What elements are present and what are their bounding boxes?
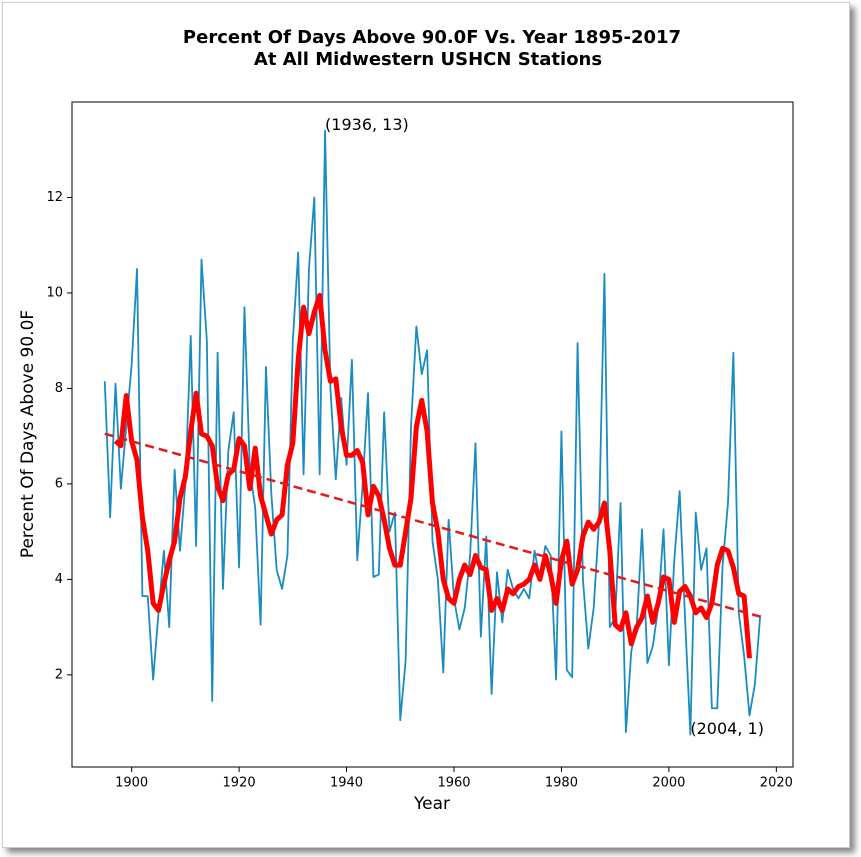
x-tick-label: 1920 [223, 776, 256, 791]
chart-subtitle: At All Midwestern USHCN Stations [254, 49, 602, 70]
chart-title: Percent Of Days Above 90.0F Vs. Year 189… [183, 27, 681, 48]
x-tick-label: 1980 [545, 776, 578, 791]
x-tick-label: 2020 [760, 776, 793, 791]
y-tick-label: 4 [55, 572, 63, 587]
y-tick-label: 8 [55, 381, 63, 396]
y-axis-label: Percent Of Days Above 90.0F [18, 310, 38, 558]
y-tick-label: 6 [55, 476, 63, 491]
series-line [103, 129, 762, 736]
x-tick-label: 1960 [437, 776, 470, 791]
y-tick-label: 12 [46, 190, 63, 205]
y-tick-label: 2 [55, 667, 63, 682]
x-axis-label: Year [413, 794, 450, 814]
series-line [113, 292, 752, 659]
series-line [104, 432, 761, 618]
x-tick-label: 1900 [115, 776, 148, 791]
plot-frame [71, 101, 794, 768]
annotation: (2004, 1) [690, 719, 764, 738]
y-tick-label: 10 [46, 285, 63, 300]
x-tick-label: 1940 [330, 776, 363, 791]
annotation: (1936, 13) [325, 115, 409, 134]
x-tick-label: 2000 [652, 776, 685, 791]
